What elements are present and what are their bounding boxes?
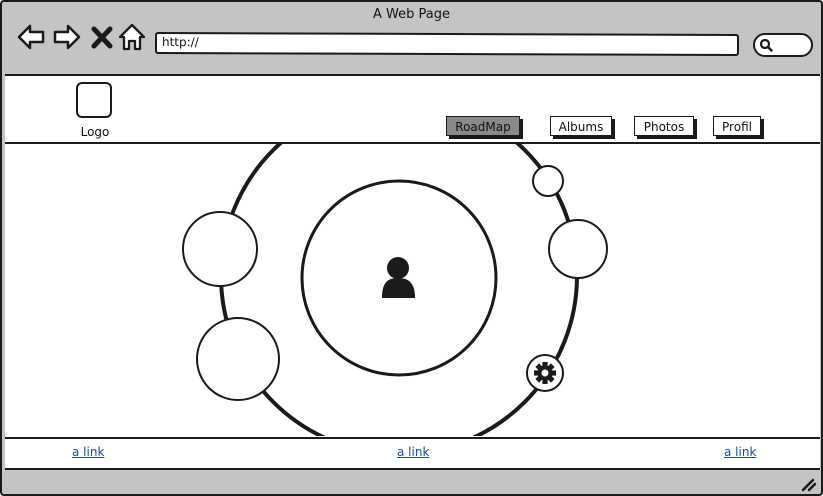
back-arrow-icon[interactable]: [16, 22, 46, 52]
logo-label: Logo: [80, 125, 110, 139]
search-icon: [759, 38, 773, 52]
satellite-left-upper: [182, 211, 258, 287]
search-box[interactable]: [753, 33, 813, 57]
gear-icon[interactable]: [526, 354, 564, 392]
user-icon: [382, 257, 415, 298]
site-footer: a link a link a link: [5, 437, 820, 468]
roadmap-diagram: [5, 144, 820, 436]
nav-button-profil[interactable]: Profil: [713, 116, 761, 136]
footer-link-left[interactable]: a link: [72, 445, 105, 459]
nav-button-photos[interactable]: Photos: [634, 116, 694, 136]
nav-button-albums[interactable]: Albums: [550, 116, 612, 136]
home-icon[interactable]: [118, 22, 146, 52]
satellite-right-small: [532, 165, 564, 197]
close-x-icon[interactable]: [90, 22, 114, 52]
satellite-left-lower: [196, 317, 280, 401]
url-input[interactable]: [161, 35, 723, 51]
window-title: A Web Page: [373, 7, 450, 22]
site-header: Logo RoadMap Albums Photos Profil: [5, 76, 820, 144]
address-bar[interactable]: [154, 31, 740, 57]
forward-arrow-icon[interactable]: [52, 22, 82, 52]
satellite-right-medium: [548, 219, 608, 279]
page-viewport: Logo RoadMap Albums Photos Profil: [5, 74, 820, 470]
nav-button-roadmap[interactable]: RoadMap: [446, 116, 520, 136]
logo-image: [76, 82, 112, 118]
title-bar: A Web Page: [2, 2, 821, 30]
footer-link-center[interactable]: a link: [397, 445, 430, 459]
resize-grip-icon[interactable]: [799, 476, 817, 492]
footer-link-right[interactable]: a link: [724, 445, 757, 459]
